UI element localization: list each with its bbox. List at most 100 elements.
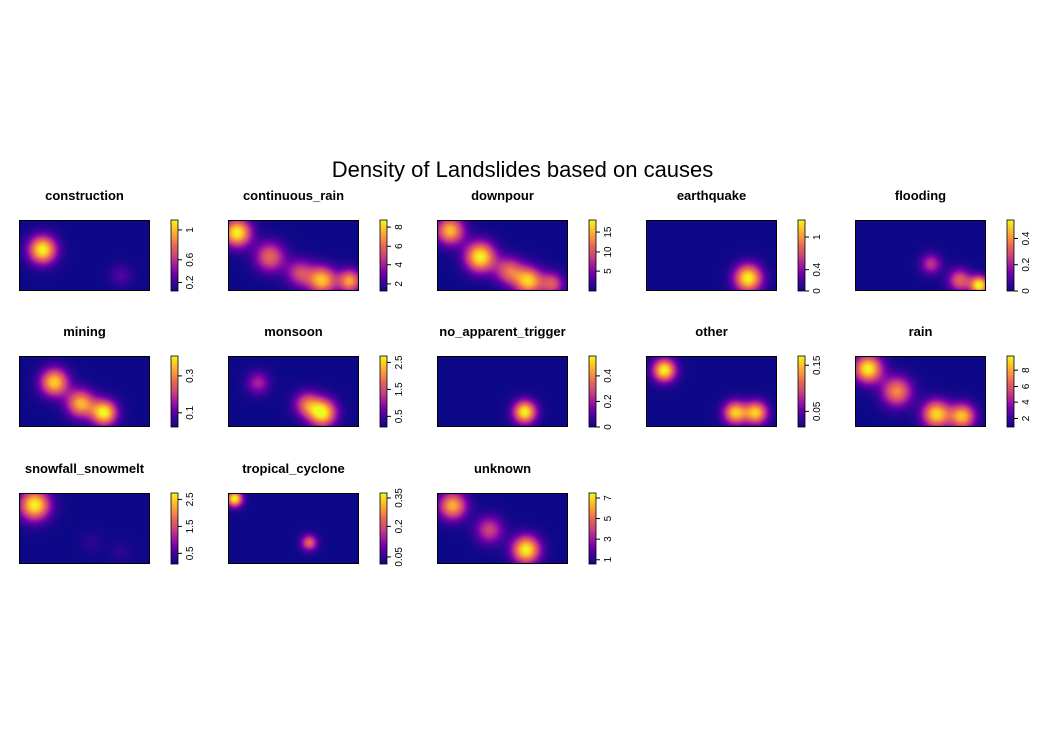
- panel-monsoon: monsoon 0.5 1.5 2.5: [228, 324, 405, 428]
- plot-frame: [855, 220, 986, 291]
- density-surface: [228, 493, 359, 564]
- density-surface: [228, 356, 359, 427]
- legend-tick-label: 5: [603, 515, 614, 521]
- density-surface: [855, 356, 986, 427]
- color-legend-bar: [1006, 355, 1015, 428]
- panel-title: rain: [909, 324, 933, 339]
- panel-snowfall-snowmelt: snowfall_snowmelt 0.5 1.5 2.5: [19, 461, 196, 565]
- panel-title: flooding: [895, 188, 946, 203]
- legend-tick-label: 0.35: [394, 488, 405, 508]
- chart-title: Density of Landslides based on causes: [331, 157, 714, 182]
- legend-tick-label: 0.2: [603, 394, 614, 408]
- legend-tick-label: 2.5: [394, 355, 405, 369]
- plot-frame: [437, 356, 568, 427]
- legend-tick-label: 0: [812, 288, 823, 294]
- plot-frame: [19, 220, 150, 291]
- density-surface: [437, 220, 568, 291]
- color-legend-bar: [379, 219, 388, 292]
- legend-tick-label: 0.15: [812, 355, 823, 375]
- panel-title: snowfall_snowmelt: [25, 461, 145, 476]
- panel-downpour: downpour 5 10 15: [437, 188, 614, 292]
- density-surface: [646, 356, 777, 427]
- color-legend-bar: [170, 492, 179, 565]
- legend-tick-label: 6: [394, 243, 405, 249]
- legend-tick-label: 0.6: [185, 252, 196, 266]
- panel-continuous-rain: continuous_rain 2 4 6 8: [228, 188, 405, 292]
- legend-tick-label: 4: [1021, 399, 1032, 405]
- legend-tick-label: 2: [394, 281, 405, 287]
- panel-rain: rain 2 4 6 8: [855, 324, 1032, 428]
- density-surface: [19, 493, 150, 564]
- density-surface: [437, 356, 568, 427]
- legend-tick-label: 15: [603, 226, 614, 238]
- panel-title: downpour: [471, 188, 534, 203]
- plot-frame: [228, 356, 359, 427]
- legend-tick-label: 0: [1021, 288, 1032, 294]
- panel-mining: mining 0.1 0.3: [19, 324, 196, 428]
- panel-unknown: unknown 1 3 5 7: [437, 461, 614, 565]
- color-legend-bar: [588, 492, 597, 565]
- legend-tick-label: 0.05: [812, 401, 823, 421]
- legend-tick-label: 0.05: [394, 547, 405, 567]
- plot-frame: [437, 493, 568, 564]
- legend-tick-label: 0.2: [185, 275, 196, 289]
- legend-tick-label: 2: [1021, 415, 1032, 421]
- plot-frame: [228, 493, 359, 564]
- plot-frame: [228, 220, 359, 291]
- legend-tick-label: 0.3: [185, 368, 196, 382]
- color-legend-bar: [379, 355, 388, 428]
- density-surface: [19, 220, 150, 291]
- panel-title: monsoon: [264, 324, 323, 339]
- panel-title: no_apparent_trigger: [439, 324, 565, 339]
- legend-tick-label: 5: [603, 268, 614, 274]
- panel-no-apparent-trigger: no_apparent_trigger 0 0.2 0.4: [437, 324, 614, 430]
- plot-frame: [19, 493, 150, 564]
- legend-tick-label: 1.5: [185, 519, 196, 533]
- plot-frame: [646, 220, 777, 291]
- panel-title: tropical_cyclone: [242, 461, 345, 476]
- plot-frame: [855, 356, 986, 427]
- color-legend-bar: [588, 219, 597, 292]
- legend-tick-label: 7: [603, 495, 614, 501]
- legend-tick-label: 1: [603, 557, 614, 563]
- legend-tick-label: 2.5: [185, 492, 196, 506]
- panel-construction: construction 0.2 0.6 1: [19, 188, 196, 292]
- panel-flooding: flooding 0 0.2 0.4: [855, 188, 1032, 294]
- legend-tick-label: 6: [1021, 383, 1032, 389]
- color-legend-bar: [379, 492, 388, 565]
- color-legend-bar: [588, 355, 597, 428]
- legend-tick-label: 0: [603, 424, 614, 430]
- legend-tick-label: 1: [812, 234, 823, 240]
- panel-title: construction: [45, 188, 124, 203]
- color-legend-bar: [170, 355, 179, 428]
- color-legend-bar: [797, 355, 806, 428]
- legend-tick-label: 0.2: [394, 519, 405, 533]
- legend-tick-label: 3: [603, 536, 614, 542]
- legend-tick-label: 0.5: [185, 546, 196, 560]
- color-legend-bar: [170, 219, 179, 292]
- panel-title: earthquake: [677, 188, 746, 203]
- color-legend-bar: [1006, 219, 1015, 292]
- panel-title: mining: [63, 324, 106, 339]
- legend-tick-label: 8: [1021, 367, 1032, 373]
- density-surface: [437, 493, 568, 564]
- panel-earthquake: earthquake 0 0.4 1: [646, 188, 823, 294]
- plot-frame: [646, 356, 777, 427]
- legend-tick-label: 0.1: [185, 405, 196, 419]
- legend-tick-label: 0.4: [812, 262, 823, 276]
- plot-frame: [437, 220, 568, 291]
- legend-tick-label: 1: [185, 227, 196, 233]
- density-surface: [855, 220, 986, 291]
- legend-tick-label: 0.5: [394, 409, 405, 423]
- legend-tick-label: 10: [603, 246, 614, 258]
- plot-frame: [19, 356, 150, 427]
- panel-tropical-cyclone: tropical_cyclone 0.05 0.2 0.35: [228, 461, 405, 567]
- legend-tick-label: 4: [394, 262, 405, 268]
- density-surface: [228, 220, 359, 291]
- density-surface: [19, 356, 150, 427]
- panel-title: other: [695, 324, 728, 339]
- panel-title: unknown: [474, 461, 531, 476]
- density-surface: [646, 220, 777, 291]
- legend-tick-label: 1.5: [394, 382, 405, 396]
